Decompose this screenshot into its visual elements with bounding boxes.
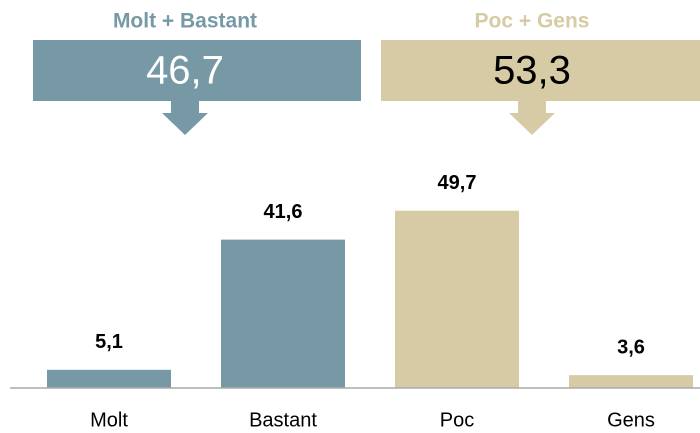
group-title: Poc + Gens (475, 10, 590, 33)
x-tick-label: Poc (440, 409, 474, 431)
x-tick-label: Bastant (249, 409, 317, 431)
value-label: 3,6 (617, 336, 645, 358)
x-tick-label: Gens (607, 409, 655, 431)
group-box (381, 40, 700, 135)
x-tick-label: Molt (90, 409, 128, 431)
value-label: 49,7 (438, 172, 477, 194)
group-value: 53,3 (493, 49, 571, 93)
bar (221, 239, 345, 388)
group-value: 46,7 (146, 49, 224, 93)
bar (569, 375, 693, 388)
bar (395, 210, 519, 388)
value-label: 5,1 (95, 331, 123, 353)
bar (47, 369, 171, 388)
group-title: Molt + Bastant (113, 10, 257, 33)
value-label: 41,6 (264, 201, 303, 223)
group-box (33, 40, 361, 135)
